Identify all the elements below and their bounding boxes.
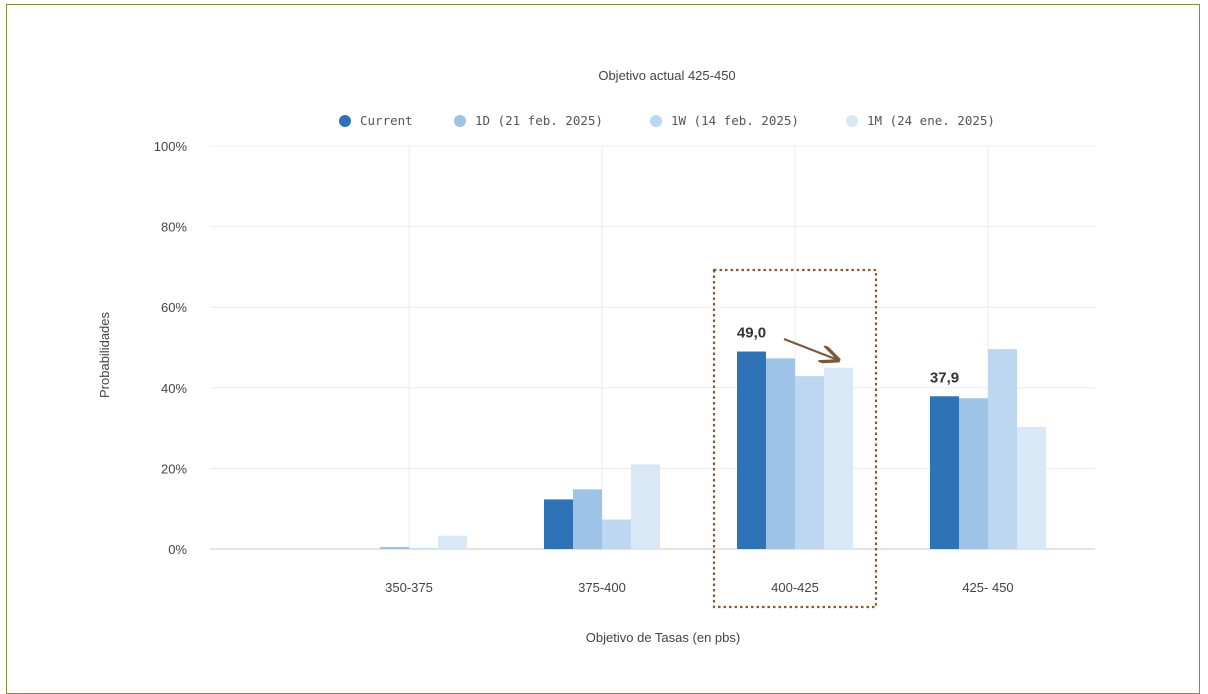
- bar: [959, 398, 988, 549]
- y-tick-label: 0%: [168, 542, 187, 557]
- y-axis-label: Probabilidades: [97, 312, 112, 399]
- legend-label: 1W (14 feb. 2025): [671, 113, 799, 128]
- bar: [824, 367, 853, 549]
- bar-chart: 0%20%40%60%80%100%350-375 375-400 400-425 4…: [97, 68, 1095, 645]
- legend-label: Current: [360, 113, 413, 128]
- bar: [631, 464, 660, 549]
- legend-marker: [846, 115, 858, 127]
- data-label: 37,9: [930, 369, 959, 386]
- annotation-arrow: [783, 337, 838, 360]
- bar: [795, 376, 824, 549]
- bar: [573, 489, 602, 549]
- x-tick-label: 400-425: [771, 580, 819, 595]
- bars: [380, 349, 1046, 549]
- bar: [766, 358, 795, 549]
- legend-marker: [650, 115, 662, 127]
- bar: [737, 351, 766, 549]
- y-tick-label: 40%: [161, 381, 187, 396]
- legend: Current 1D (21 feb. 2025) 1W (14 feb. 2025…: [339, 113, 995, 128]
- bar: [380, 546, 409, 549]
- chart-frame: [6, 4, 1200, 694]
- y-tick-label: 20%: [161, 461, 187, 476]
- bar: [438, 535, 467, 549]
- x-axis-label: Objetivo de Tasas (en pbs): [586, 630, 740, 645]
- bar: [544, 499, 573, 549]
- legend-label: 1M (24 ene. 2025): [867, 113, 995, 128]
- bar: [602, 519, 631, 549]
- legend-marker: [454, 115, 466, 127]
- legend-label: 1D (21 feb. 2025): [475, 113, 603, 128]
- y-tick-label: 100%: [154, 139, 188, 154]
- x-tick-label: 350-375: [385, 580, 433, 595]
- annotations: 49,0 37,9: [712, 268, 959, 609]
- chart-title: Objetivo actual 425-450: [598, 68, 735, 83]
- bar: [409, 548, 438, 549]
- legend-marker: [339, 115, 351, 127]
- highlight-box: [712, 268, 878, 609]
- axes: 0% 20% 40% 60% 80% 100% 350-375 375-400 400-425 4…: [154, 139, 1014, 595]
- x-tick-label: 425- 450: [962, 580, 1013, 595]
- bar: [988, 349, 1017, 549]
- bar: [1017, 426, 1046, 549]
- x-tick-label: 375-400: [578, 580, 626, 595]
- y-tick-label: 60%: [161, 300, 187, 315]
- bar: [930, 396, 959, 549]
- data-label: 49,0: [737, 325, 766, 342]
- y-tick-label: 80%: [161, 220, 187, 235]
